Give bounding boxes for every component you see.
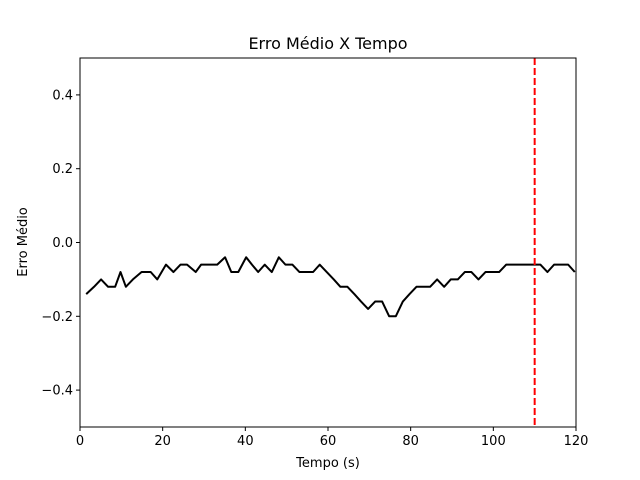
y-axis-ticks: −0.4 −0.2 0.0 0.2 0.4 xyxy=(41,88,80,399)
x-tick-label: 120 xyxy=(564,434,589,449)
x-tick-label: 0 xyxy=(76,434,84,449)
plot-layer xyxy=(85,58,576,427)
chart-title: Erro Médio X Tempo xyxy=(248,34,407,53)
x-axis-label: Tempo (s) xyxy=(295,456,360,471)
x-tick-label: 100 xyxy=(481,434,506,449)
x-tick-label: 20 xyxy=(154,434,171,449)
x-axis-ticks: 0 20 40 60 80 100 120 xyxy=(76,427,589,449)
plot-frame xyxy=(79,57,577,428)
y-axis-label: Erro Médio xyxy=(16,207,31,277)
y-tick-label: −0.4 xyxy=(41,384,73,399)
series-line-0 xyxy=(85,256,576,318)
x-tick-label: 80 xyxy=(402,434,419,449)
x-tick-label: 60 xyxy=(320,434,337,449)
y-tick-label: 0.4 xyxy=(52,88,73,103)
y-tick-label: 0.2 xyxy=(52,162,73,177)
y-tick-label: −0.2 xyxy=(41,310,73,325)
y-tick-label: 0.0 xyxy=(52,236,73,251)
x-tick-label: 40 xyxy=(237,434,254,449)
